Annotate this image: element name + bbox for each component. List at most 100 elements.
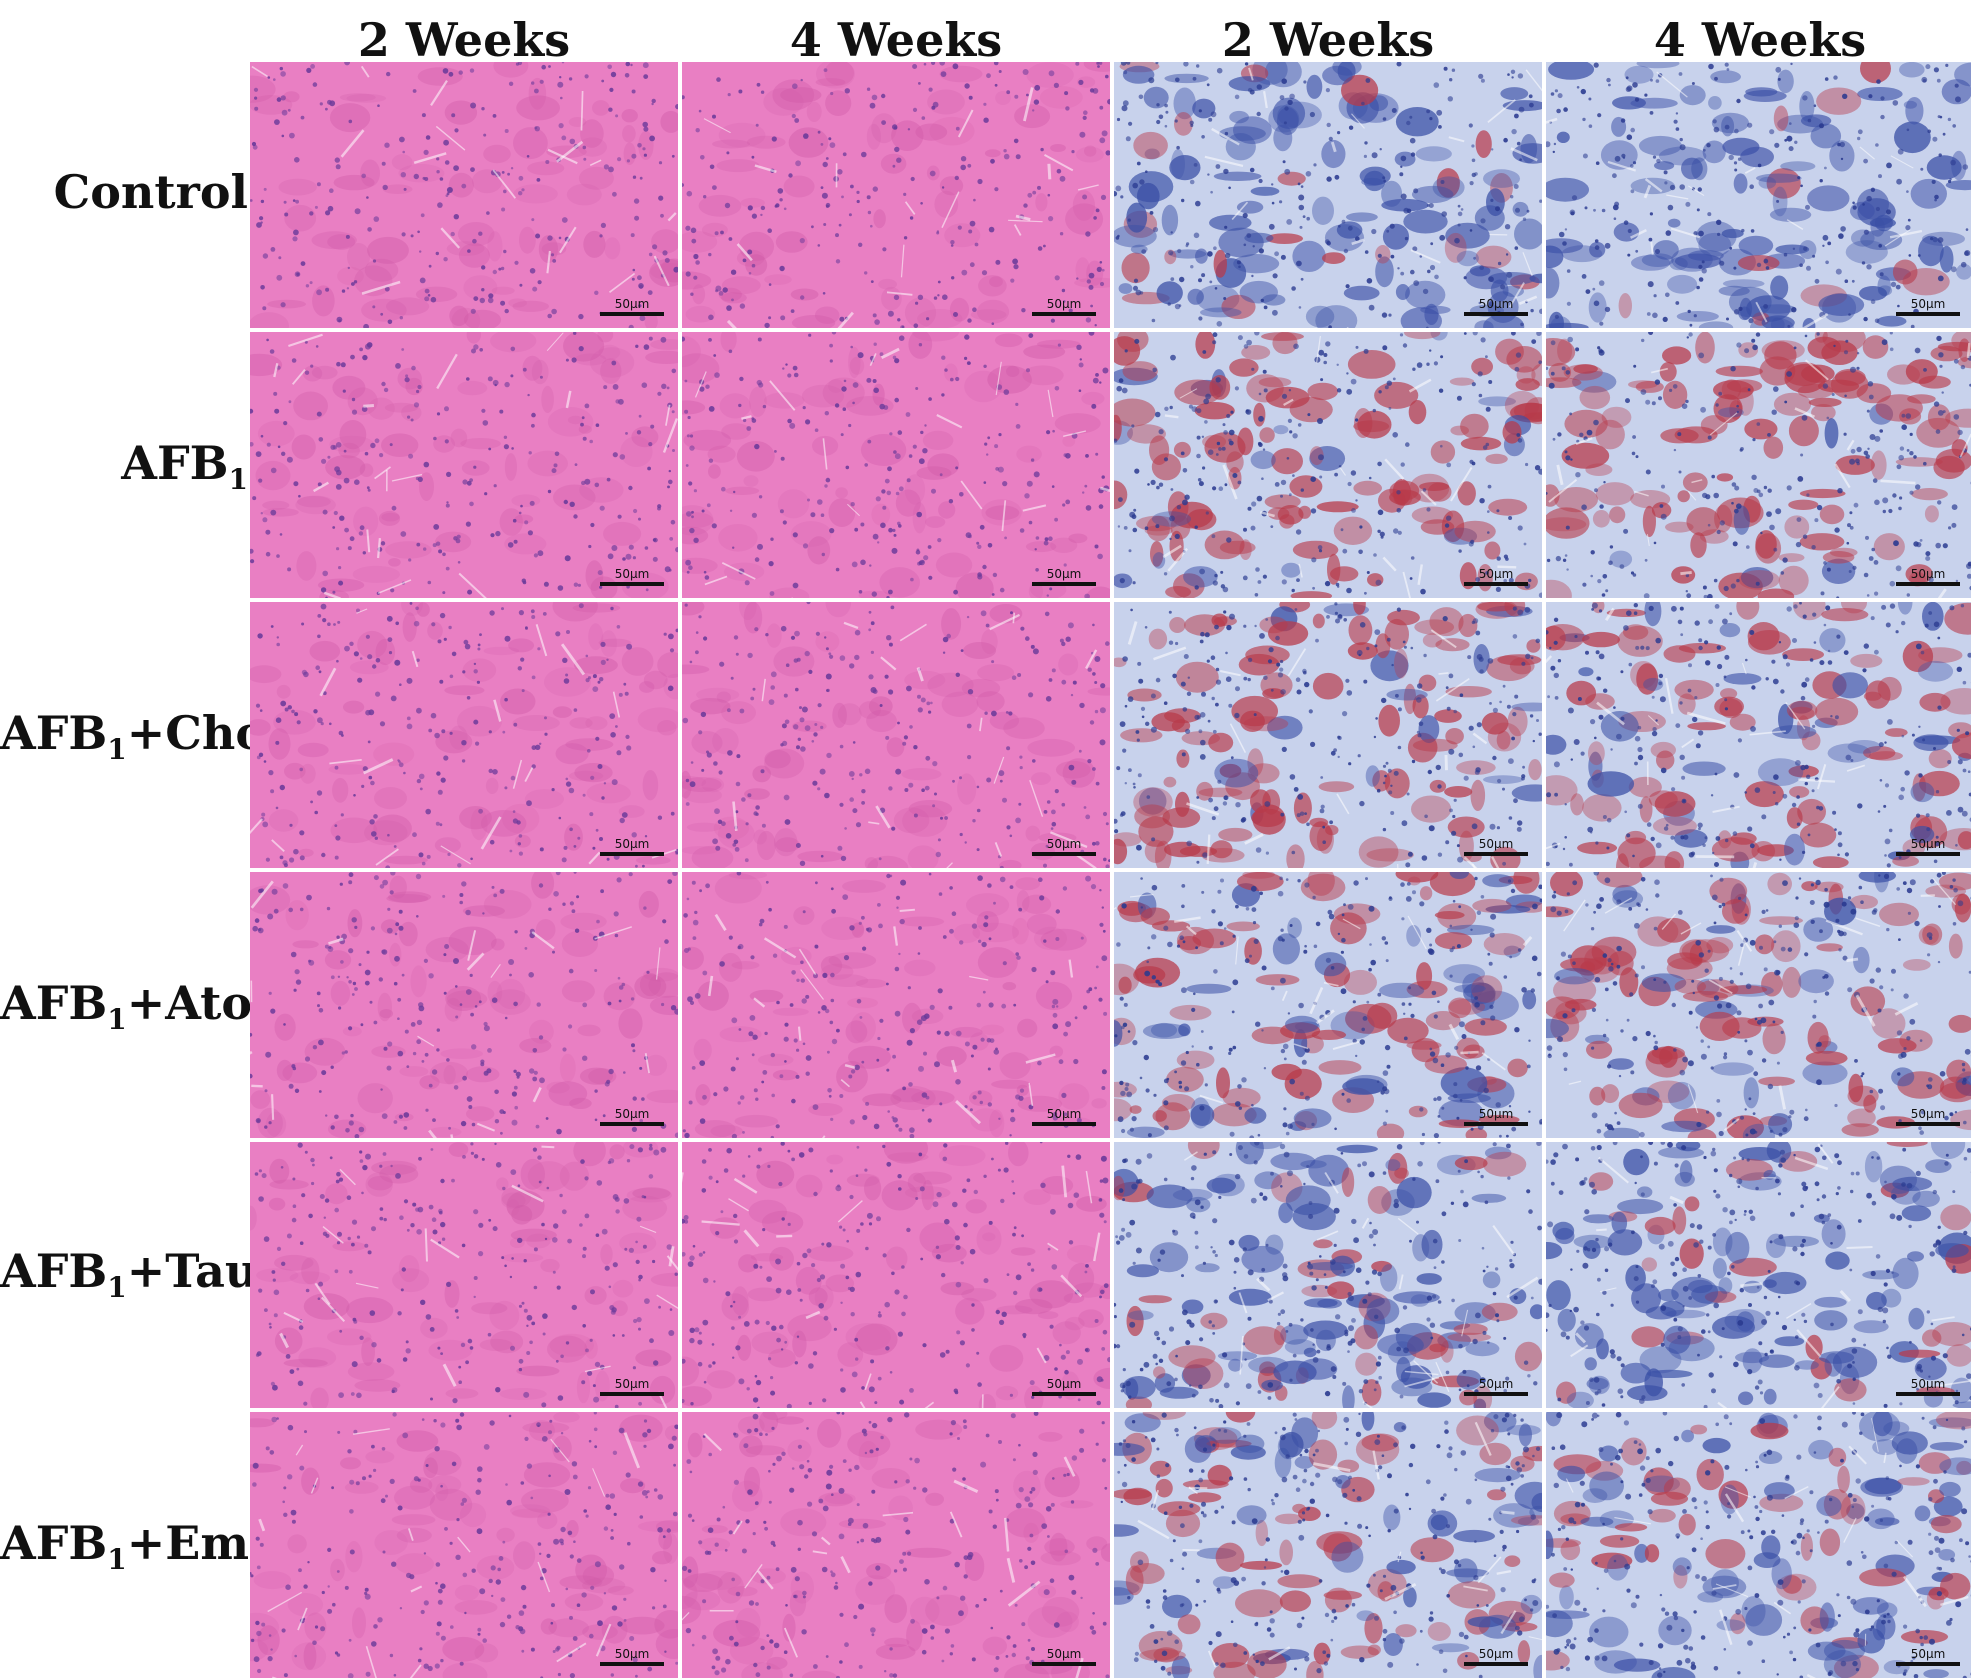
micrograph-control-ihc-2-weeks: 50μm	[1114, 62, 1542, 328]
scale-bar-line	[1464, 1662, 1528, 1666]
micrograph-control-ihc-4-weeks: 50μm	[1546, 62, 1971, 328]
scale-bar-line	[1896, 1392, 1960, 1396]
scale-bar: 50μm	[600, 1107, 664, 1126]
scale-bar: 50μm	[1896, 297, 1960, 316]
column-header-ihc-4-weeks: 4 Weeks	[1653, 13, 1867, 67]
scale-bar-label: 50μm	[1046, 837, 1082, 851]
scale-bar-line	[1464, 582, 1528, 586]
scale-bar: 50μm	[1896, 1647, 1960, 1666]
scale-bar-label: 50μm	[1910, 567, 1946, 581]
scale-bar: 50μm	[1464, 837, 1528, 856]
row-label-afb1-tau: AFB1+Tau	[0, 1244, 259, 1305]
scale-bar-label: 50μm	[1910, 297, 1946, 311]
scale-bar: 50μm	[1896, 1377, 1960, 1396]
scale-bar-line	[1032, 312, 1096, 316]
scale-bar-label: 50μm	[1478, 1647, 1514, 1661]
scale-bar: 50μm	[600, 1377, 664, 1396]
scale-bar: 50μm	[1464, 1647, 1528, 1666]
scale-bar-label: 50μm	[1046, 297, 1082, 311]
scale-bar: 50μm	[1464, 1107, 1528, 1126]
micrograph-afb1-emo-he-4-weeks: 50μm	[682, 1412, 1110, 1678]
scale-bar-label: 50μm	[1910, 1647, 1946, 1661]
column-header-ihc-2-weeks: 2 Weeks	[1221, 13, 1435, 67]
scale-bar-label: 50μm	[1910, 837, 1946, 851]
micrograph-afb1-emo-ihc-4-weeks: 50μm	[1546, 1412, 1971, 1678]
scale-bar-label: 50μm	[1046, 567, 1082, 581]
micrograph-afb1-cho-ihc-2-weeks: 50μm	[1114, 602, 1542, 868]
scale-bar-line	[1896, 582, 1960, 586]
scale-bar: 50μm	[600, 567, 664, 586]
scale-bar-line	[1896, 1122, 1960, 1126]
micrograph-afb1-he-2-weeks: 50μm	[250, 332, 678, 598]
scale-bar-line	[1032, 1392, 1096, 1396]
scale-bar-label: 50μm	[614, 1377, 650, 1391]
scale-bar-line	[1896, 1662, 1960, 1666]
scale-bar-label: 50μm	[1046, 1107, 1082, 1121]
scale-bar-label: 50μm	[614, 567, 650, 581]
scale-bar-label: 50μm	[1046, 1647, 1082, 1661]
scale-bar: 50μm	[1032, 1377, 1096, 1396]
row-label-afb1-cho: AFB1+Cho	[0, 706, 266, 767]
scale-bar-line	[1464, 312, 1528, 316]
scale-bar: 50μm	[1032, 1107, 1096, 1126]
micrograph-control-he-4-weeks: 50μm	[682, 62, 1110, 328]
scale-bar: 50μm	[1464, 567, 1528, 586]
scale-bar-label: 50μm	[614, 1647, 650, 1661]
micrograph-control-he-2-weeks: 50μm	[250, 62, 678, 328]
scale-bar-line	[1896, 312, 1960, 316]
row-label-afb1-ato: AFB1+Ato	[0, 976, 253, 1037]
scale-bar-line	[1896, 852, 1960, 856]
scale-bar-line	[600, 852, 664, 856]
scale-bar-line	[600, 582, 664, 586]
scale-bar: 50μm	[1896, 1107, 1960, 1126]
column-header-he-2-weeks: 2 Weeks	[357, 13, 571, 67]
scale-bar: 50μm	[1896, 837, 1960, 856]
scale-bar-label: 50μm	[1910, 1107, 1946, 1121]
micrograph-afb1-ihc-2-weeks: 50μm	[1114, 332, 1542, 598]
scale-bar-label: 50μm	[1478, 837, 1514, 851]
scale-bar-line	[1464, 1392, 1528, 1396]
scale-bar-line	[600, 1392, 664, 1396]
scale-bar: 50μm	[600, 837, 664, 856]
micrograph-afb1-emo-he-2-weeks: 50μm	[250, 1412, 678, 1678]
scale-bar-label: 50μm	[1478, 1107, 1514, 1121]
scale-bar-label: 50μm	[1478, 297, 1514, 311]
scale-bar: 50μm	[1032, 567, 1096, 586]
micrograph-afb1-ato-ihc-2-weeks: 50μm	[1114, 872, 1542, 1138]
scale-bar-line	[600, 312, 664, 316]
scale-bar: 50μm	[1464, 1377, 1528, 1396]
scale-bar-line	[1032, 852, 1096, 856]
micrograph-afb1-ato-ihc-4-weeks: 50μm	[1546, 872, 1971, 1138]
scale-bar: 50μm	[1464, 297, 1528, 316]
scale-bar: 50μm	[600, 297, 664, 316]
micrograph-afb1-cho-ihc-4-weeks: 50μm	[1546, 602, 1971, 868]
micrograph-afb1-ihc-4-weeks: 50μm	[1546, 332, 1971, 598]
scale-bar: 50μm	[1032, 297, 1096, 316]
scale-bar-line	[1032, 1662, 1096, 1666]
scale-bar-line	[1032, 1122, 1096, 1126]
scale-bar: 50μm	[1896, 567, 1960, 586]
micrograph-afb1-tau-he-2-weeks: 50μm	[250, 1142, 678, 1408]
scale-bar-line	[600, 1122, 664, 1126]
scale-bar: 50μm	[600, 1647, 664, 1666]
micrograph-afb1-cho-he-4-weeks: 50μm	[682, 602, 1110, 868]
scale-bar-line	[1464, 1122, 1528, 1126]
scale-bar-label: 50μm	[614, 1107, 650, 1121]
micrograph-afb1-tau-ihc-4-weeks: 50μm	[1546, 1142, 1971, 1408]
scale-bar: 50μm	[1032, 837, 1096, 856]
scale-bar-label: 50μm	[1046, 1377, 1082, 1391]
scale-bar-line	[1032, 582, 1096, 586]
scale-bar-label: 50μm	[614, 297, 650, 311]
micrograph-afb1-cho-he-2-weeks: 50μm	[250, 602, 678, 868]
scale-bar-label: 50μm	[614, 837, 650, 851]
micrograph-afb1-emo-ihc-2-weeks: 50μm	[1114, 1412, 1542, 1678]
micrograph-afb1-tau-ihc-2-weeks: 50μm	[1114, 1142, 1542, 1408]
scale-bar-line	[600, 1662, 664, 1666]
micrograph-afb1-tau-he-4-weeks: 50μm	[682, 1142, 1110, 1408]
scale-bar-label: 50μm	[1910, 1377, 1946, 1391]
micrograph-afb1-ato-he-2-weeks: 50μm	[250, 872, 678, 1138]
scale-bar-label: 50μm	[1478, 1377, 1514, 1391]
scale-bar-line	[1464, 852, 1528, 856]
row-label-control: Control	[53, 165, 248, 219]
micrograph-afb1-ato-he-4-weeks: 50μm	[682, 872, 1110, 1138]
